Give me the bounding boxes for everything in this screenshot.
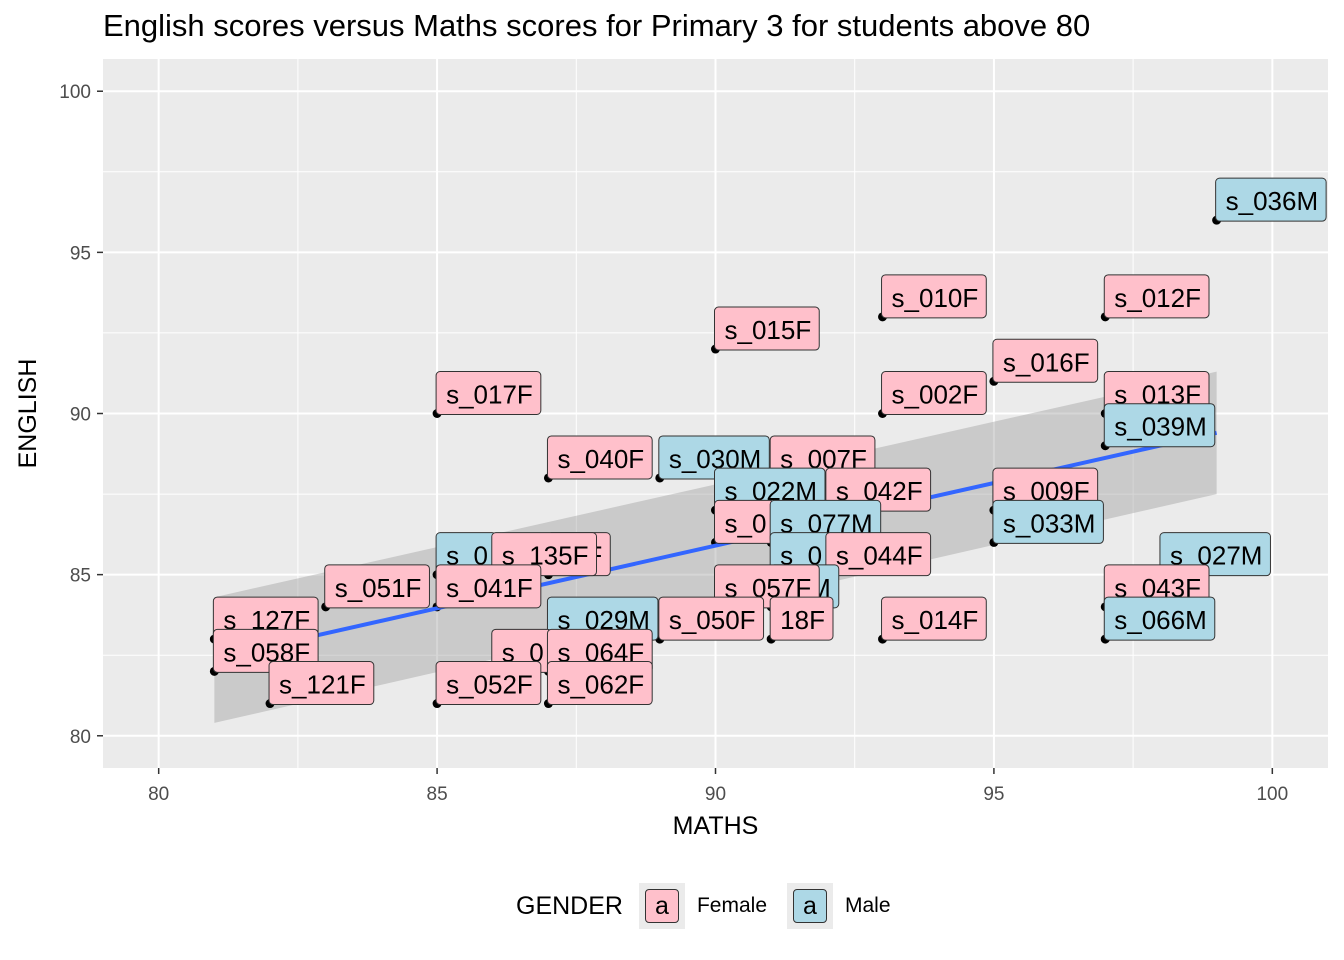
legend-key-male: a — [787, 883, 833, 929]
point-label-text: s_044F — [836, 541, 923, 571]
x-tick-label: 85 — [427, 784, 448, 805]
y-tick-label: 85 — [70, 566, 91, 587]
point-label-box — [435, 371, 542, 415]
point-label-text: s_121F — [279, 670, 366, 700]
point-label-box — [658, 596, 765, 641]
point-label-text: s_039M — [1114, 412, 1207, 442]
point-label-text: s_033M — [1003, 508, 1096, 538]
point-label-text: s_041F — [446, 573, 533, 603]
legend-key-female: a — [638, 883, 685, 929]
point-label: s_036M — [1215, 177, 1327, 222]
point-label-box — [435, 564, 542, 609]
point-label-box — [435, 661, 542, 706]
point-label: s_010F — [881, 274, 987, 319]
point-label-box — [769, 596, 834, 641]
point-label-text: s_040F — [557, 444, 644, 474]
y-tick-label: 100 — [59, 82, 91, 103]
point-label-text: s_050F — [669, 605, 756, 635]
point-label-box — [881, 596, 987, 641]
legend-swatch-male: a — [793, 889, 827, 923]
point-label-text: s_052F — [446, 670, 533, 700]
point-label: s_050F — [658, 596, 765, 641]
point-label: s_041F — [435, 564, 542, 609]
y-tick-label: 90 — [70, 405, 91, 426]
point-label: s_017F — [435, 371, 542, 415]
y-axis-ticks: 80 85 90 95 100 — [59, 82, 103, 748]
x-tick-label: 100 — [1256, 784, 1288, 805]
point-label-text: s_002F — [892, 380, 979, 410]
point-label-text: s_066M — [1114, 605, 1207, 635]
point-label-box — [881, 371, 987, 415]
point-label: s_062F — [546, 661, 653, 706]
point-label-box — [324, 564, 430, 609]
point-label: 18F — [769, 596, 834, 641]
point-label-box — [1103, 596, 1216, 641]
legend-label-male: Male — [845, 894, 891, 917]
x-tick-label: 95 — [983, 784, 1004, 805]
y-tick-label: 80 — [70, 727, 91, 748]
point-label: s_012F — [1103, 274, 1210, 319]
point-label: s_033M — [992, 499, 1104, 544]
point-label: s_052F — [435, 661, 542, 706]
x-axis-ticks: 80 85 90 95 100 — [148, 768, 1288, 805]
legend-label-female: Female — [696, 894, 767, 917]
x-tick-label: 80 — [148, 784, 169, 805]
point-label-text: s_014F — [892, 605, 979, 635]
point-label: s_040F — [546, 435, 653, 480]
point-label-text: s_012F — [1114, 283, 1201, 313]
legend-swatch-female: a — [644, 889, 679, 923]
point-label: s_0 — [714, 499, 775, 544]
point-label: s_058F — [212, 628, 319, 673]
point-label: s_016F — [992, 338, 1099, 383]
x-axis-title: MATHS — [673, 812, 759, 840]
point-label: s_066M — [1103, 596, 1216, 641]
point-label-text: s_051F — [335, 573, 422, 603]
labels-layer: s_036M s_010F s_012F s_015F s_016F s_017F s_00… — [212, 177, 1327, 706]
point-label: s_044F — [825, 532, 932, 577]
point-label-text: s_010F — [892, 283, 979, 313]
point-label-box — [1103, 403, 1216, 448]
point-label-box — [1103, 274, 1210, 319]
point-label-text: s_036M — [1226, 186, 1319, 216]
point-label-text: s_015F — [725, 315, 812, 345]
point-label-box — [546, 435, 653, 480]
point-label: s_015F — [714, 306, 820, 351]
point-label-box — [714, 306, 820, 351]
chart-title: English scores versus Maths scores for P… — [103, 8, 1091, 43]
point-label-box — [992, 499, 1104, 544]
point-label: s_121F — [268, 661, 375, 706]
point-label-text: s_017F — [446, 380, 533, 410]
point-label: s_039M — [1103, 403, 1216, 448]
legend: GENDER a Female a Male — [516, 880, 911, 932]
point-label-box — [825, 532, 932, 577]
point-label: s_051F — [324, 564, 430, 609]
point-label-box — [881, 274, 987, 319]
point-label-text: s_0 — [725, 508, 767, 538]
y-axis-title: ENGLISH — [14, 359, 42, 469]
point-label-box — [268, 661, 375, 706]
x-tick-label: 90 — [705, 784, 726, 805]
point-label-text: s_016F — [1003, 347, 1090, 377]
point-label-box — [992, 338, 1099, 383]
y-tick-label: 95 — [70, 243, 91, 264]
point-label: s_002F — [881, 371, 987, 415]
point-label-box — [1215, 177, 1327, 222]
point-label-text: s_062F — [557, 670, 644, 700]
point-label-text: 18F — [780, 605, 825, 635]
point-label: s_014F — [881, 596, 987, 641]
point-label-box — [546, 661, 653, 706]
legend-title: GENDER — [516, 891, 623, 920]
